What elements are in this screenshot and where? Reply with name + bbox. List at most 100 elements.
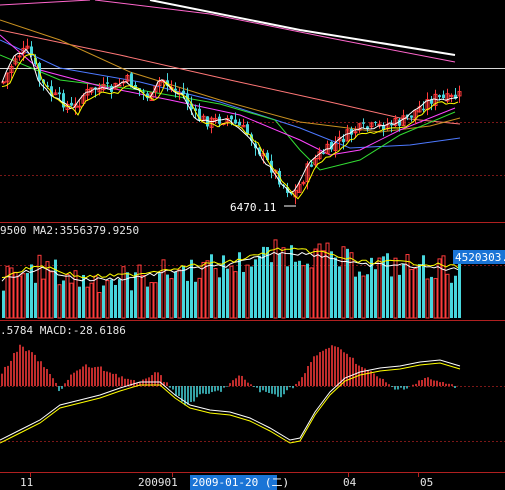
volume-bar: [201, 261, 206, 319]
volume-bar: [146, 286, 149, 318]
volume-bar: [114, 284, 117, 318]
candle-body: [25, 45, 30, 49]
candle-body: [322, 152, 325, 154]
volume-bar: [306, 263, 309, 318]
volume-bar: [97, 292, 102, 319]
volume-bar: [286, 266, 289, 318]
candle-body: [50, 86, 53, 97]
volume-bar: [229, 265, 234, 319]
volume-bar: [250, 266, 253, 318]
volume-bar: [153, 282, 158, 319]
volume-bar: [346, 248, 349, 318]
candle-body: [422, 108, 425, 111]
volume-bar: [121, 266, 126, 319]
candle-body: [53, 92, 58, 96]
volume-value-box: [453, 250, 505, 264]
volume-bar: [341, 246, 346, 319]
candle-body: [70, 102, 73, 106]
volume-bar: [194, 281, 197, 318]
volume-bar: [325, 242, 330, 319]
candle-body: [273, 169, 278, 174]
candle-body: [206, 116, 209, 127]
volume-bar: [62, 280, 65, 318]
volume-bar: [49, 271, 54, 319]
volume-bar: [441, 255, 446, 319]
candle-body: [241, 125, 246, 128]
volume-bar: [141, 274, 146, 319]
volume-bar: [349, 252, 354, 319]
volume-bar: [213, 268, 218, 319]
candle-body: [34, 57, 37, 65]
volume-bar: [454, 275, 457, 318]
volume-bar: [433, 278, 438, 319]
candle-body: [30, 46, 33, 56]
volume-bar: [258, 255, 261, 318]
candle-body: [438, 95, 441, 98]
candle-body: [146, 93, 149, 99]
ma-line: [0, 19, 461, 133]
candle-body: [130, 73, 133, 88]
volume-bar: [174, 271, 177, 318]
candle-body: [310, 164, 313, 167]
candle-body: [5, 72, 10, 83]
volume-value-label: 4520303.5: [455, 251, 505, 264]
volume-bar: [422, 255, 425, 318]
volume-bar: [386, 253, 389, 318]
panel-separators: [0, 222, 505, 473]
volume-bar: [110, 279, 113, 318]
candle-body: [369, 122, 374, 128]
macd-legend: .5784 MACD:-28.6186: [0, 324, 126, 337]
candlesticks: [1, 38, 462, 205]
candle-body: [238, 121, 241, 126]
volume-bar: [334, 257, 337, 318]
candle-body: [345, 129, 350, 142]
candle-body: [142, 91, 145, 93]
candle-body: [362, 122, 365, 124]
candle-body: [410, 115, 413, 118]
volume-bar: [186, 280, 189, 318]
volume-bar: [26, 273, 29, 318]
volume-bar: [358, 271, 361, 318]
volume-bar: [13, 271, 18, 319]
volume-bar: [149, 282, 154, 319]
volume-bar: [21, 273, 26, 319]
volume-bar: [290, 245, 293, 318]
volume-bar: [366, 274, 369, 318]
volume-bar: [458, 261, 461, 318]
candle-body: [182, 90, 185, 95]
volume-bar: [245, 264, 250, 319]
candle-body: [353, 131, 358, 134]
volume-bar: [321, 250, 326, 319]
volume-bar: [398, 274, 401, 318]
x-axis: 11 200901 04 05: [20, 472, 433, 489]
volume-bar: [2, 290, 5, 318]
volume-bar: [266, 247, 269, 318]
candle-body: [77, 105, 82, 108]
ma-line: [1, 48, 459, 194]
volume-bar: [273, 239, 278, 319]
volume-bar: [393, 257, 398, 319]
volume-bar: [313, 248, 318, 319]
volume-bar: [197, 277, 202, 319]
candle-body: [81, 95, 86, 104]
volume-bar: [118, 279, 121, 318]
cursor-date-box[interactable]: [190, 475, 277, 490]
candle-body: [430, 99, 433, 104]
volume-bar: [301, 265, 306, 319]
volume-bar: [166, 274, 169, 318]
candle-body: [374, 121, 377, 123]
candle-body: [301, 181, 306, 185]
volume-bar: [309, 267, 314, 319]
candle-body: [198, 108, 201, 121]
ma-line: [0, 34, 456, 156]
volume-bar: [161, 259, 166, 319]
volume-bar: [450, 282, 453, 318]
candle-body: [337, 136, 342, 142]
volume-bar: [73, 270, 78, 319]
candle-body: [377, 123, 382, 126]
volume-bar: [409, 269, 414, 319]
x-tick-label: 05: [420, 476, 433, 489]
candle-body: [278, 170, 281, 185]
candle-body: [97, 87, 102, 93]
